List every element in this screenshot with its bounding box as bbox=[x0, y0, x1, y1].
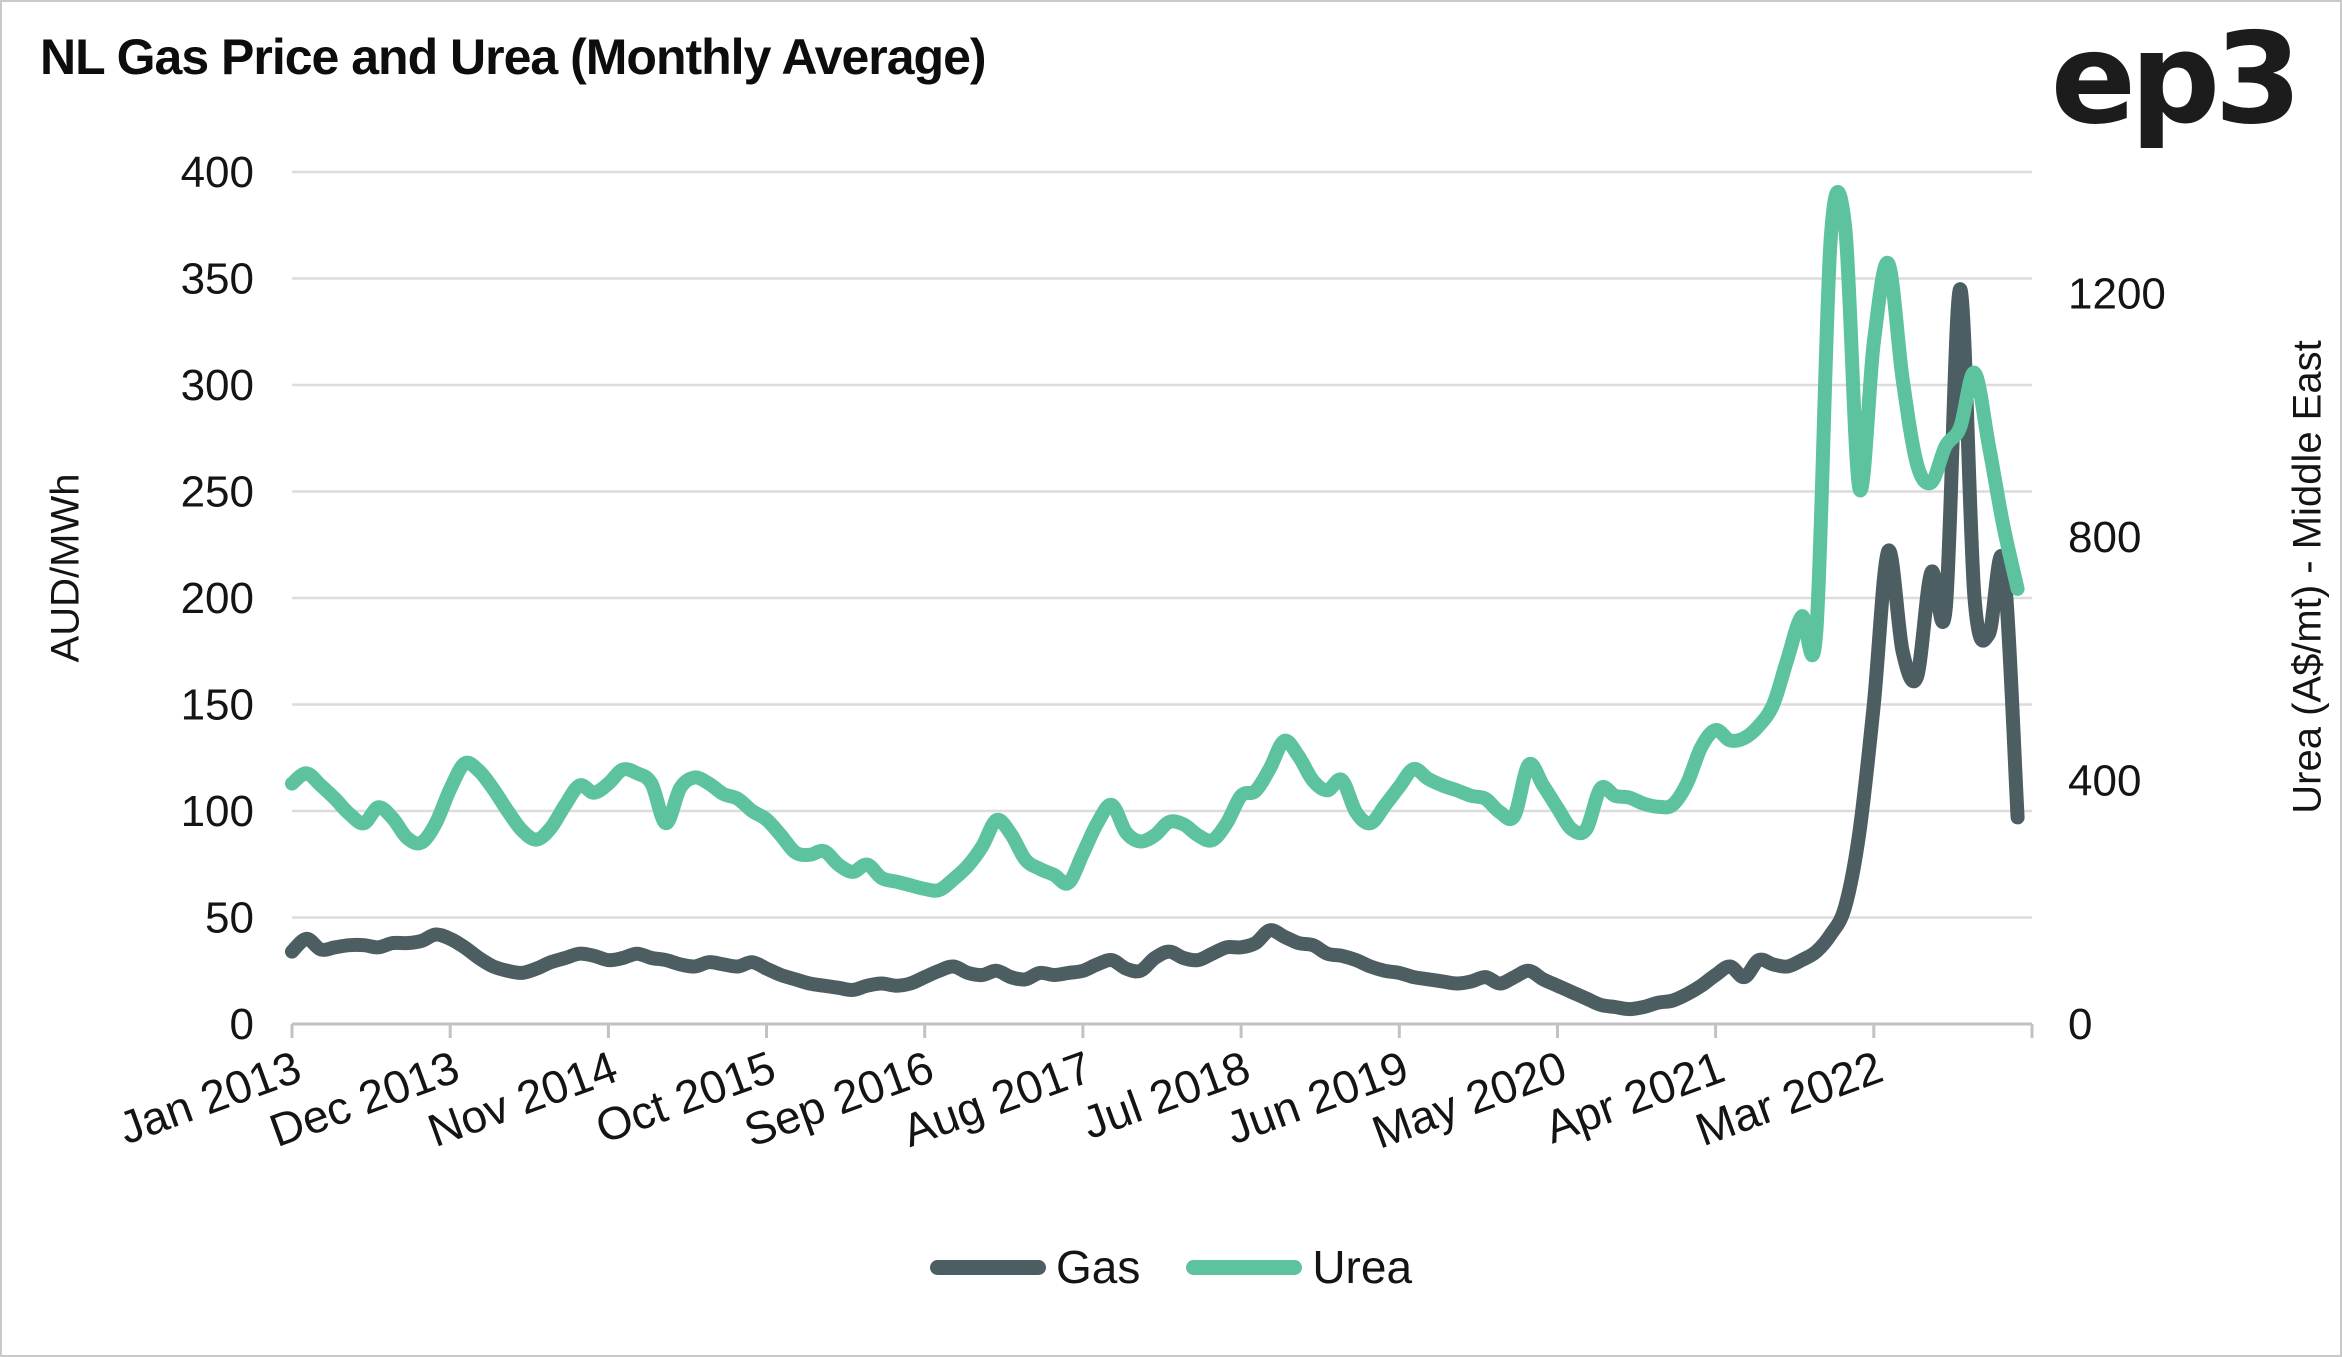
svg-text:1200: 1200 bbox=[2068, 270, 2166, 319]
svg-text:250: 250 bbox=[181, 468, 254, 517]
svg-text:200: 200 bbox=[181, 574, 254, 623]
legend: Gas Urea bbox=[2, 1240, 2340, 1294]
gas-line-swatch bbox=[929, 1259, 1046, 1275]
svg-text:0: 0 bbox=[2068, 1000, 2092, 1049]
svg-text:0: 0 bbox=[230, 1000, 254, 1049]
svg-text:150: 150 bbox=[181, 681, 254, 730]
svg-text:800: 800 bbox=[2068, 513, 2141, 562]
chart-title: NL Gas Price and Urea (Monthly Average) bbox=[40, 29, 987, 85]
legend-label-gas: Gas bbox=[1055, 1241, 1141, 1293]
svg-text:50: 50 bbox=[205, 894, 254, 943]
legend-item-urea: Urea bbox=[1186, 1240, 1412, 1294]
legend-label-urea: Urea bbox=[1312, 1241, 1413, 1293]
svg-text:100: 100 bbox=[181, 787, 254, 836]
svg-text:400: 400 bbox=[2068, 757, 2141, 806]
ep3-logo: ep3 bbox=[2050, 5, 2302, 152]
svg-text:300: 300 bbox=[181, 361, 254, 410]
legend-item-gas: Gas bbox=[929, 1240, 1141, 1294]
urea-line-swatch bbox=[1186, 1259, 1303, 1275]
svg-text:350: 350 bbox=[181, 255, 254, 304]
svg-text:400: 400 bbox=[181, 148, 254, 197]
